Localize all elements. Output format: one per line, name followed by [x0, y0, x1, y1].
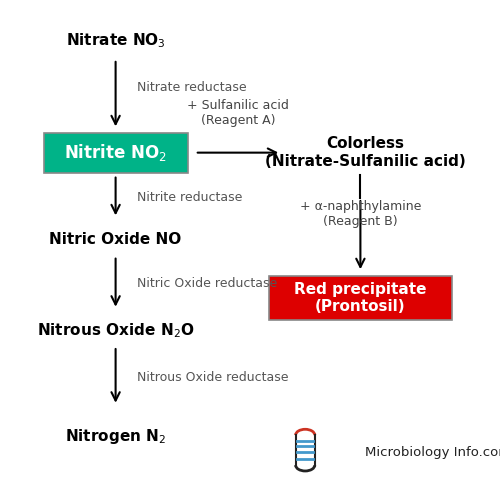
Text: Nitrite NO$_2$: Nitrite NO$_2$	[64, 142, 167, 163]
Text: Nitrate reductase: Nitrate reductase	[137, 81, 247, 94]
Text: Nitrate NO$_3$: Nitrate NO$_3$	[66, 31, 166, 50]
Text: Nitric Oxide NO: Nitric Oxide NO	[50, 232, 182, 247]
Text: Microbiology Info.com: Microbiology Info.com	[365, 446, 500, 459]
Text: + Sulfanilic acid
(Reagent A): + Sulfanilic acid (Reagent A)	[187, 99, 289, 127]
Text: + α-naphthylamine
(Reagent B): + α-naphthylamine (Reagent B)	[300, 200, 421, 227]
Text: Nitrogen N$_2$: Nitrogen N$_2$	[65, 427, 166, 446]
Text: Nitrous Oxide reductase: Nitrous Oxide reductase	[137, 371, 288, 384]
Text: Nitrous Oxide N$_2$O: Nitrous Oxide N$_2$O	[37, 321, 194, 340]
Text: Nitrite reductase: Nitrite reductase	[137, 191, 242, 203]
Text: Nitric Oxide reductase: Nitric Oxide reductase	[137, 277, 278, 290]
FancyBboxPatch shape	[44, 133, 188, 173]
Text: Red precipitate
(Prontosil): Red precipitate (Prontosil)	[294, 282, 426, 314]
FancyBboxPatch shape	[269, 276, 452, 320]
Text: Colorless
(Nitrate-Sulfanilic acid): Colorless (Nitrate-Sulfanilic acid)	[265, 137, 466, 169]
